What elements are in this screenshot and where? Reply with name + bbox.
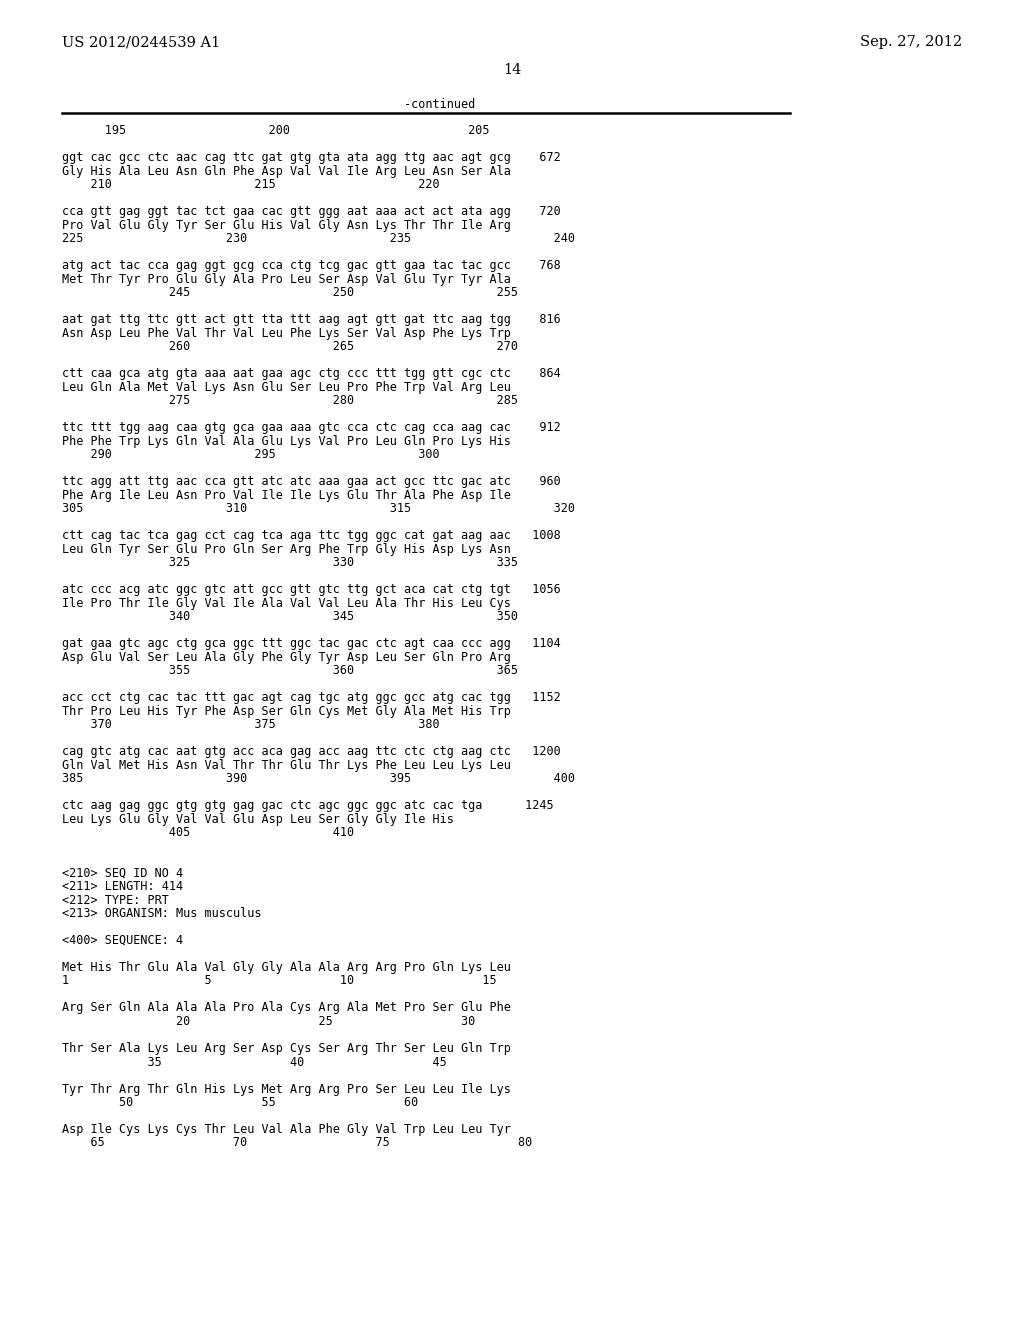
Text: 50                  55                  60: 50 55 60 xyxy=(62,1096,418,1109)
Text: 65                  70                  75                  80: 65 70 75 80 xyxy=(62,1137,532,1150)
Text: Leu Lys Glu Gly Val Val Glu Asp Leu Ser Gly Gly Ile His: Leu Lys Glu Gly Val Val Glu Asp Leu Ser … xyxy=(62,813,454,825)
Text: 305                    310                    315                    320: 305 310 315 320 xyxy=(62,502,575,515)
Text: Gln Val Met His Asn Val Thr Thr Glu Thr Lys Phe Leu Leu Lys Leu: Gln Val Met His Asn Val Thr Thr Glu Thr … xyxy=(62,759,511,771)
Text: cca gtt gag ggt tac tct gaa cac gtt ggg aat aaa act act ata agg    720: cca gtt gag ggt tac tct gaa cac gtt ggg … xyxy=(62,205,561,218)
Text: ctt caa gca atg gta aaa aat gaa agc ctg ccc ttt tgg gtt cgc ctc    864: ctt caa gca atg gta aaa aat gaa agc ctg … xyxy=(62,367,561,380)
Text: 405                    410: 405 410 xyxy=(62,826,354,840)
Text: <210> SEQ ID NO 4: <210> SEQ ID NO 4 xyxy=(62,866,183,879)
Text: ctc aag gag ggc gtg gtg gag gac ctc agc ggc ggc atc cac tga      1245: ctc aag gag ggc gtg gtg gag gac ctc agc … xyxy=(62,799,554,812)
Text: Gly His Ala Leu Asn Gln Phe Asp Val Val Ile Arg Leu Asn Ser Ala: Gly His Ala Leu Asn Gln Phe Asp Val Val … xyxy=(62,165,511,177)
Text: 260                    265                    270: 260 265 270 xyxy=(62,341,518,352)
Text: Leu Gln Tyr Ser Glu Pro Gln Ser Arg Phe Trp Gly His Asp Lys Asn: Leu Gln Tyr Ser Glu Pro Gln Ser Arg Phe … xyxy=(62,543,511,556)
Text: 370                    375                    380: 370 375 380 xyxy=(62,718,439,731)
Text: ctt cag tac tca gag cct cag tca aga ttc tgg ggc cat gat aag aac   1008: ctt cag tac tca gag cct cag tca aga ttc … xyxy=(62,529,561,543)
Text: aat gat ttg ttc gtt act gtt tta ttt aag agt gtt gat ttc aag tgg    816: aat gat ttg ttc gtt act gtt tta ttt aag … xyxy=(62,313,561,326)
Text: gat gaa gtc agc ctg gca ggc ttt ggc tac gac ctc agt caa ccc agg   1104: gat gaa gtc agc ctg gca ggc ttt ggc tac … xyxy=(62,638,561,649)
Text: 195                    200                         205: 195 200 205 xyxy=(62,124,489,137)
Text: Thr Pro Leu His Tyr Phe Asp Ser Gln Cys Met Gly Ala Met His Trp: Thr Pro Leu His Tyr Phe Asp Ser Gln Cys … xyxy=(62,705,511,718)
Text: US 2012/0244539 A1: US 2012/0244539 A1 xyxy=(62,36,220,49)
Text: Met Thr Tyr Pro Glu Gly Ala Pro Leu Ser Asp Val Glu Tyr Tyr Ala: Met Thr Tyr Pro Glu Gly Ala Pro Leu Ser … xyxy=(62,272,511,285)
Text: 325                    330                    335: 325 330 335 xyxy=(62,556,518,569)
Text: Met His Thr Glu Ala Val Gly Gly Ala Ala Arg Arg Pro Gln Lys Leu: Met His Thr Glu Ala Val Gly Gly Ala Ala … xyxy=(62,961,511,974)
Text: Thr Ser Ala Lys Leu Arg Ser Asp Cys Ser Arg Thr Ser Leu Gln Trp: Thr Ser Ala Lys Leu Arg Ser Asp Cys Ser … xyxy=(62,1041,511,1055)
Text: 210                    215                    220: 210 215 220 xyxy=(62,178,439,191)
Text: ttc agg att ttg aac cca gtt atc atc aaa gaa act gcc ttc gac atc    960: ttc agg att ttg aac cca gtt atc atc aaa … xyxy=(62,475,561,488)
Text: Phe Arg Ile Leu Asn Pro Val Ile Ile Lys Glu Thr Ala Phe Asp Ile: Phe Arg Ile Leu Asn Pro Val Ile Ile Lys … xyxy=(62,488,511,502)
Text: 225                    230                    235                    240: 225 230 235 240 xyxy=(62,232,575,246)
Text: Asp Glu Val Ser Leu Ala Gly Phe Gly Tyr Asp Leu Ser Gln Pro Arg: Asp Glu Val Ser Leu Ala Gly Phe Gly Tyr … xyxy=(62,651,511,664)
Text: 355                    360                    365: 355 360 365 xyxy=(62,664,518,677)
Text: <213> ORGANISM: Mus musculus: <213> ORGANISM: Mus musculus xyxy=(62,907,261,920)
Text: atg act tac cca gag ggt gcg cca ctg tcg gac gtt gaa tac tac gcc    768: atg act tac cca gag ggt gcg cca ctg tcg … xyxy=(62,259,561,272)
Text: Asp Ile Cys Lys Cys Thr Leu Val Ala Phe Gly Val Trp Leu Leu Tyr: Asp Ile Cys Lys Cys Thr Leu Val Ala Phe … xyxy=(62,1123,511,1137)
Text: <212> TYPE: PRT: <212> TYPE: PRT xyxy=(62,894,169,907)
Text: <211> LENGTH: 414: <211> LENGTH: 414 xyxy=(62,880,183,894)
Text: 385                    390                    395                    400: 385 390 395 400 xyxy=(62,772,575,785)
Text: <400> SEQUENCE: 4: <400> SEQUENCE: 4 xyxy=(62,935,183,946)
Text: Tyr Thr Arg Thr Gln His Lys Met Arg Arg Pro Ser Leu Leu Ile Lys: Tyr Thr Arg Thr Gln His Lys Met Arg Arg … xyxy=(62,1082,511,1096)
Text: 14: 14 xyxy=(503,63,521,77)
Text: Sep. 27, 2012: Sep. 27, 2012 xyxy=(860,36,962,49)
Text: 1                   5                  10                  15: 1 5 10 15 xyxy=(62,974,497,987)
Text: 20                  25                  30: 20 25 30 xyxy=(62,1015,475,1028)
Text: 340                    345                    350: 340 345 350 xyxy=(62,610,518,623)
Text: Phe Phe Trp Lys Gln Val Ala Glu Lys Val Pro Leu Gln Pro Lys His: Phe Phe Trp Lys Gln Val Ala Glu Lys Val … xyxy=(62,434,511,447)
Text: 275                    280                    285: 275 280 285 xyxy=(62,393,518,407)
Text: 245                    250                    255: 245 250 255 xyxy=(62,286,518,300)
Text: ttc ttt tgg aag caa gtg gca gaa aaa gtc cca ctc cag cca aag cac    912: ttc ttt tgg aag caa gtg gca gaa aaa gtc … xyxy=(62,421,561,434)
Text: 290                    295                    300: 290 295 300 xyxy=(62,447,439,461)
Text: acc cct ctg cac tac ttt gac agt cag tgc atg ggc gcc atg cac tgg   1152: acc cct ctg cac tac ttt gac agt cag tgc … xyxy=(62,690,561,704)
Text: cag gtc atg cac aat gtg acc aca gag acc aag ttc ctc ctg aag ctc   1200: cag gtc atg cac aat gtg acc aca gag acc … xyxy=(62,744,561,758)
Text: -continued: -continued xyxy=(404,98,475,111)
Text: Ile Pro Thr Ile Gly Val Ile Ala Val Val Leu Ala Thr His Leu Cys: Ile Pro Thr Ile Gly Val Ile Ala Val Val … xyxy=(62,597,511,610)
Text: Leu Gln Ala Met Val Lys Asn Glu Ser Leu Pro Phe Trp Val Arg Leu: Leu Gln Ala Met Val Lys Asn Glu Ser Leu … xyxy=(62,380,511,393)
Text: ggt cac gcc ctc aac cag ttc gat gtg gta ata agg ttg aac agt gcg    672: ggt cac gcc ctc aac cag ttc gat gtg gta … xyxy=(62,150,561,164)
Text: Pro Val Glu Gly Tyr Ser Glu His Val Gly Asn Lys Thr Thr Ile Arg: Pro Val Glu Gly Tyr Ser Glu His Val Gly … xyxy=(62,219,511,231)
Text: 35                  40                  45: 35 40 45 xyxy=(62,1056,446,1068)
Text: Asn Asp Leu Phe Val Thr Val Leu Phe Lys Ser Val Asp Phe Lys Trp: Asn Asp Leu Phe Val Thr Val Leu Phe Lys … xyxy=(62,326,511,339)
Text: atc ccc acg atc ggc gtc att gcc gtt gtc ttg gct aca cat ctg tgt   1056: atc ccc acg atc ggc gtc att gcc gtt gtc … xyxy=(62,583,561,597)
Text: Arg Ser Gln Ala Ala Ala Pro Ala Cys Arg Ala Met Pro Ser Glu Phe: Arg Ser Gln Ala Ala Ala Pro Ala Cys Arg … xyxy=(62,1002,511,1015)
